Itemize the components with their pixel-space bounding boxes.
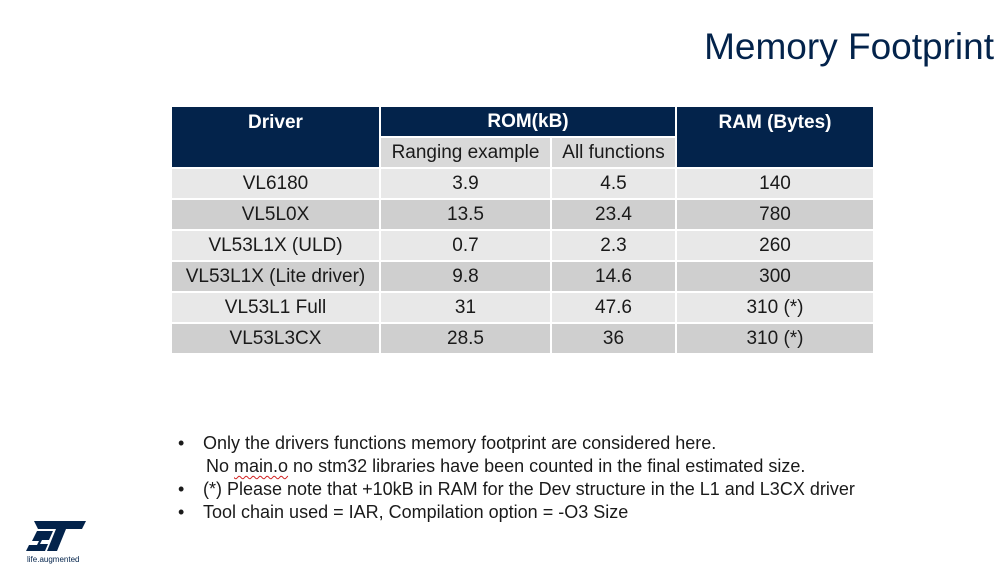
- cell-ranging: 0.7: [379, 229, 552, 262]
- cell-all-functions: 36: [550, 322, 677, 355]
- cell-driver: VL53L3CX: [170, 322, 381, 355]
- cell-ram: 310 (*): [675, 291, 875, 324]
- cell-ram: 780: [675, 198, 875, 231]
- table-row: VL53L1X (ULD) 0.7 2.3 260: [170, 229, 875, 262]
- cell-all-functions: 14.6: [550, 260, 677, 293]
- table-row: VL53L1X (Lite driver) 9.8 14.6 300: [170, 260, 875, 293]
- bullet-icon: •: [178, 502, 185, 522]
- cell-ranging: 31: [379, 291, 552, 324]
- cell-ranging: 28.5: [379, 322, 552, 355]
- table-row: VL53L3CX 28.5 36 310 (*): [170, 322, 875, 355]
- note-item: • Tool chain used = IAR, Compilation opt…: [178, 501, 855, 524]
- header-ram: RAM (Bytes): [675, 105, 875, 169]
- bullet-icon: •: [178, 479, 185, 499]
- slide-title: Memory Footprint: [704, 26, 994, 67]
- subheader-ranging-example: Ranging example: [379, 136, 552, 169]
- cell-ranging: 9.8: [379, 260, 552, 293]
- cell-all-functions: 2.3: [550, 229, 677, 262]
- st-logo-icon: [24, 519, 94, 565]
- note-text: Tool chain used = IAR, Compilation optio…: [203, 502, 629, 522]
- header-driver: Driver: [170, 105, 381, 169]
- cell-ram: 310 (*): [675, 322, 875, 355]
- logo-tagline: life.augmented: [27, 555, 80, 564]
- note-item: • Only the drivers functions memory foot…: [178, 432, 855, 455]
- note-continuation: No main.o no stm32 libraries have been c…: [178, 455, 855, 478]
- cell-driver: VL5L0X: [170, 198, 381, 231]
- cell-driver: VL53L1X (ULD): [170, 229, 381, 262]
- cell-driver: VL53L1X (Lite driver): [170, 260, 381, 293]
- note-text-pre: No: [206, 456, 235, 476]
- subheader-all-functions: All functions: [550, 136, 677, 169]
- st-logo-mark: [26, 521, 86, 551]
- cell-all-functions: 23.4: [550, 198, 677, 231]
- table-row: VL6180 3.9 4.5 140: [170, 167, 875, 200]
- note-text-post: no stm32 libraries have been counted in …: [288, 456, 806, 476]
- header-rom: ROM(kB): [379, 105, 677, 138]
- memory-footprint-table: Driver ROM(kB) RAM (Bytes) Ranging examp…: [170, 105, 875, 355]
- cell-driver: VL53L1 Full: [170, 291, 381, 324]
- cell-driver: VL6180: [170, 167, 381, 200]
- cell-ram: 140: [675, 167, 875, 200]
- note-item: • (*) Please note that +10kB in RAM for …: [178, 478, 855, 501]
- note-text-misspelled-word: main.o: [234, 456, 289, 476]
- bullet-icon: •: [178, 433, 185, 453]
- cell-all-functions: 47.6: [550, 291, 677, 324]
- note-text: Only the drivers functions memory footpr…: [203, 433, 717, 453]
- cell-ram: 300: [675, 260, 875, 293]
- note-text: (*) Please note that +10kB in RAM for th…: [203, 479, 855, 499]
- cell-ranging: 13.5: [379, 198, 552, 231]
- cell-all-functions: 4.5: [550, 167, 677, 200]
- table-row: VL5L0X 13.5 23.4 780: [170, 198, 875, 231]
- notes-list: • Only the drivers functions memory foot…: [178, 432, 855, 524]
- cell-ranging: 3.9: [379, 167, 552, 200]
- table-row: VL53L1 Full 31 47.6 310 (*): [170, 291, 875, 324]
- cell-ram: 260: [675, 229, 875, 262]
